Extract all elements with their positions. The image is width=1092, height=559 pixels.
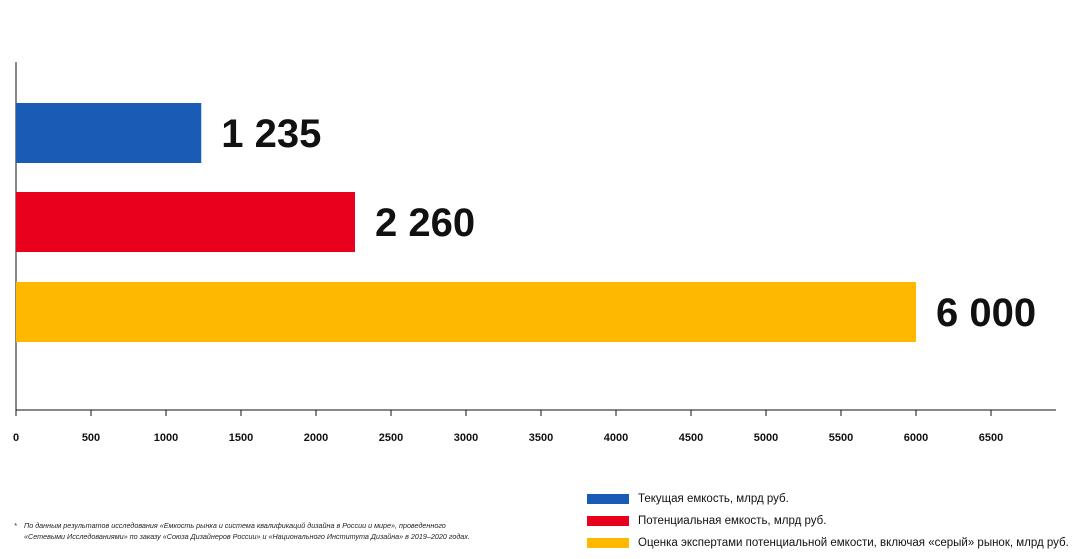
- bar: [16, 103, 202, 163]
- x-tick-label: 1000: [154, 432, 178, 444]
- x-tick-label: 4000: [604, 432, 628, 444]
- footnote-line-1: По данным результатов исследования «Емко…: [24, 521, 446, 530]
- x-tick-label: 2500: [379, 432, 403, 444]
- x-tick-label: 6500: [979, 432, 1003, 444]
- bar: [16, 282, 916, 342]
- legend-label-current: Текущая емкость, млрд руб.: [638, 493, 789, 505]
- legend-label-potential: Потенциальная емкость, млрд руб.: [638, 515, 827, 527]
- x-tick-label: 1500: [229, 432, 253, 444]
- bar-value-label: 2 260: [375, 201, 475, 245]
- x-tick-label: 3000: [454, 432, 478, 444]
- legend-item-expert: Оценка экспертами потенциальной емкости,…: [587, 532, 1069, 554]
- footnote-marker: *: [14, 521, 17, 530]
- x-tick-label: 500: [82, 432, 100, 444]
- bar-chart: 0 500 1000 1500 2000 2500 3000 3500 4000 4500 5000…: [13, 62, 1056, 444]
- x-tick-label: 0: [13, 432, 19, 444]
- x-tick-label: 5500: [829, 432, 853, 444]
- legend: Текущая емкость, млрд руб. Потенциальная…: [587, 488, 1069, 554]
- legend-swatch-expert: [587, 538, 629, 548]
- legend-swatch-potential: [587, 516, 629, 526]
- footnote: * По данным результатов исследования «Ем…: [14, 520, 534, 542]
- bar: [16, 192, 355, 252]
- legend-label-expert: Оценка экспертами потенциальной емкости,…: [638, 537, 1069, 549]
- footnote-line-2: «Сетевыми Исследованиями» по заказу «Сою…: [24, 532, 470, 541]
- x-tick-label: 6000: [904, 432, 928, 444]
- legend-item-potential: Потенциальная емкость, млрд руб.: [587, 510, 1069, 532]
- bar-value-label: 1 235: [221, 112, 321, 156]
- x-tick-label: 4500: [679, 432, 703, 444]
- legend-swatch-current: [587, 494, 629, 504]
- x-tick-label: 3500: [529, 432, 553, 444]
- bar-value-label: 6 000: [936, 291, 1036, 335]
- legend-item-current: Текущая емкость, млрд руб.: [587, 488, 1069, 510]
- x-tick-label: 5000: [754, 432, 778, 444]
- x-tick-label: 2000: [304, 432, 328, 444]
